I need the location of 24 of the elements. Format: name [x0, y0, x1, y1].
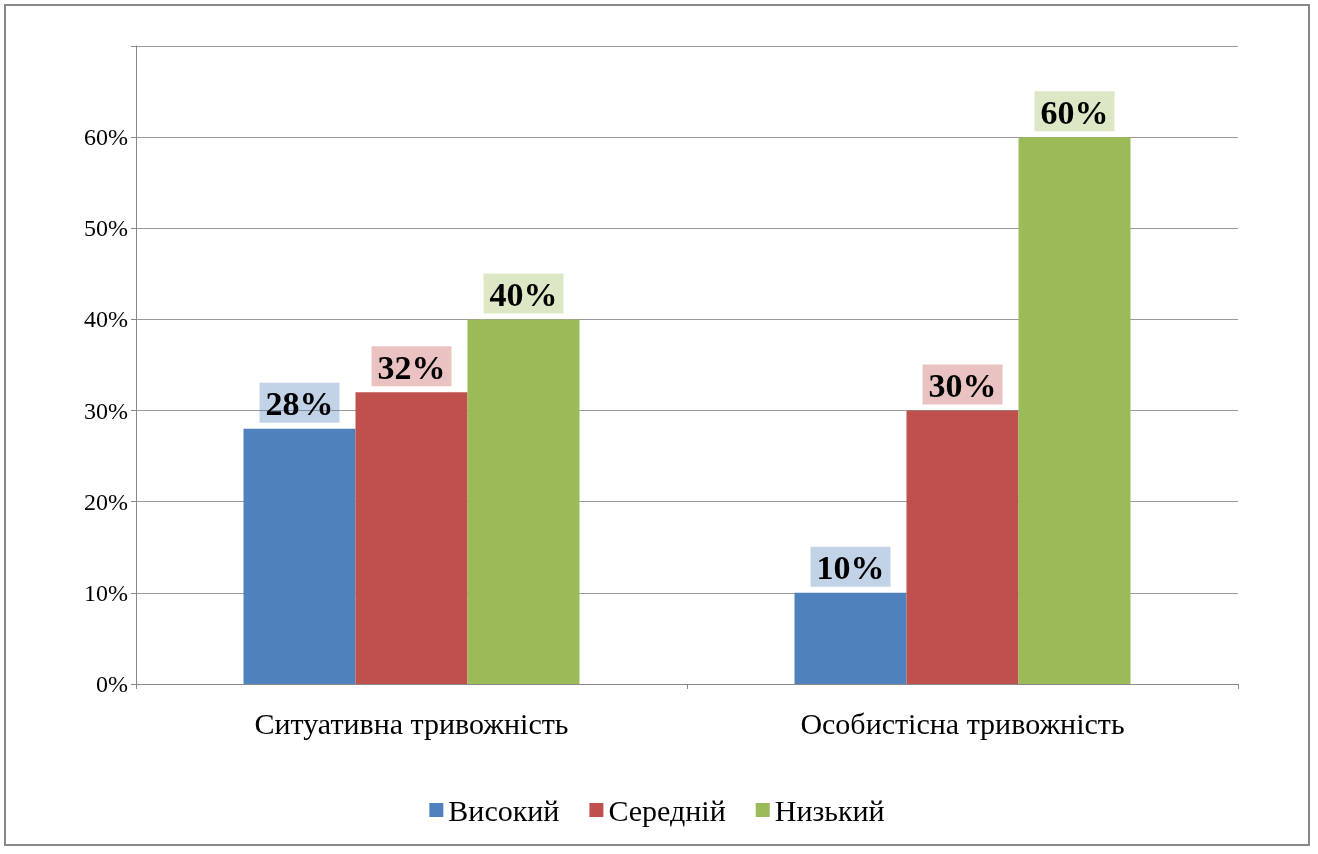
- data-label: 32%: [377, 348, 446, 386]
- bar: [1018, 137, 1131, 684]
- y-tick-label: 10%: [84, 579, 128, 606]
- y-tick-label: 0%: [96, 671, 128, 697]
- bar: [906, 410, 1019, 684]
- legend-label: Високий: [448, 793, 560, 827]
- data-label: 60%: [1040, 93, 1109, 131]
- y-tick-label: 30%: [84, 397, 128, 424]
- legend-label: Середній: [608, 793, 726, 827]
- data-label: 30%: [928, 367, 997, 405]
- y-tick-label: 50%: [84, 215, 128, 242]
- bar: [467, 319, 580, 684]
- bar: [355, 392, 468, 684]
- data-label: 28%: [265, 385, 334, 423]
- y-tick-label: 60%: [84, 124, 128, 151]
- y-tick-label: 20%: [84, 488, 128, 515]
- y-tick-label: 40%: [84, 306, 128, 333]
- bar: [243, 428, 356, 684]
- data-label: 40%: [489, 275, 558, 313]
- x-tick-label: Особистісна тривожність: [800, 706, 1125, 740]
- x-tick-label: Ситуативна тривожність: [254, 706, 569, 740]
- legend-label: Низький: [774, 793, 885, 827]
- bar: [794, 592, 907, 684]
- data-label: 10%: [816, 549, 885, 587]
